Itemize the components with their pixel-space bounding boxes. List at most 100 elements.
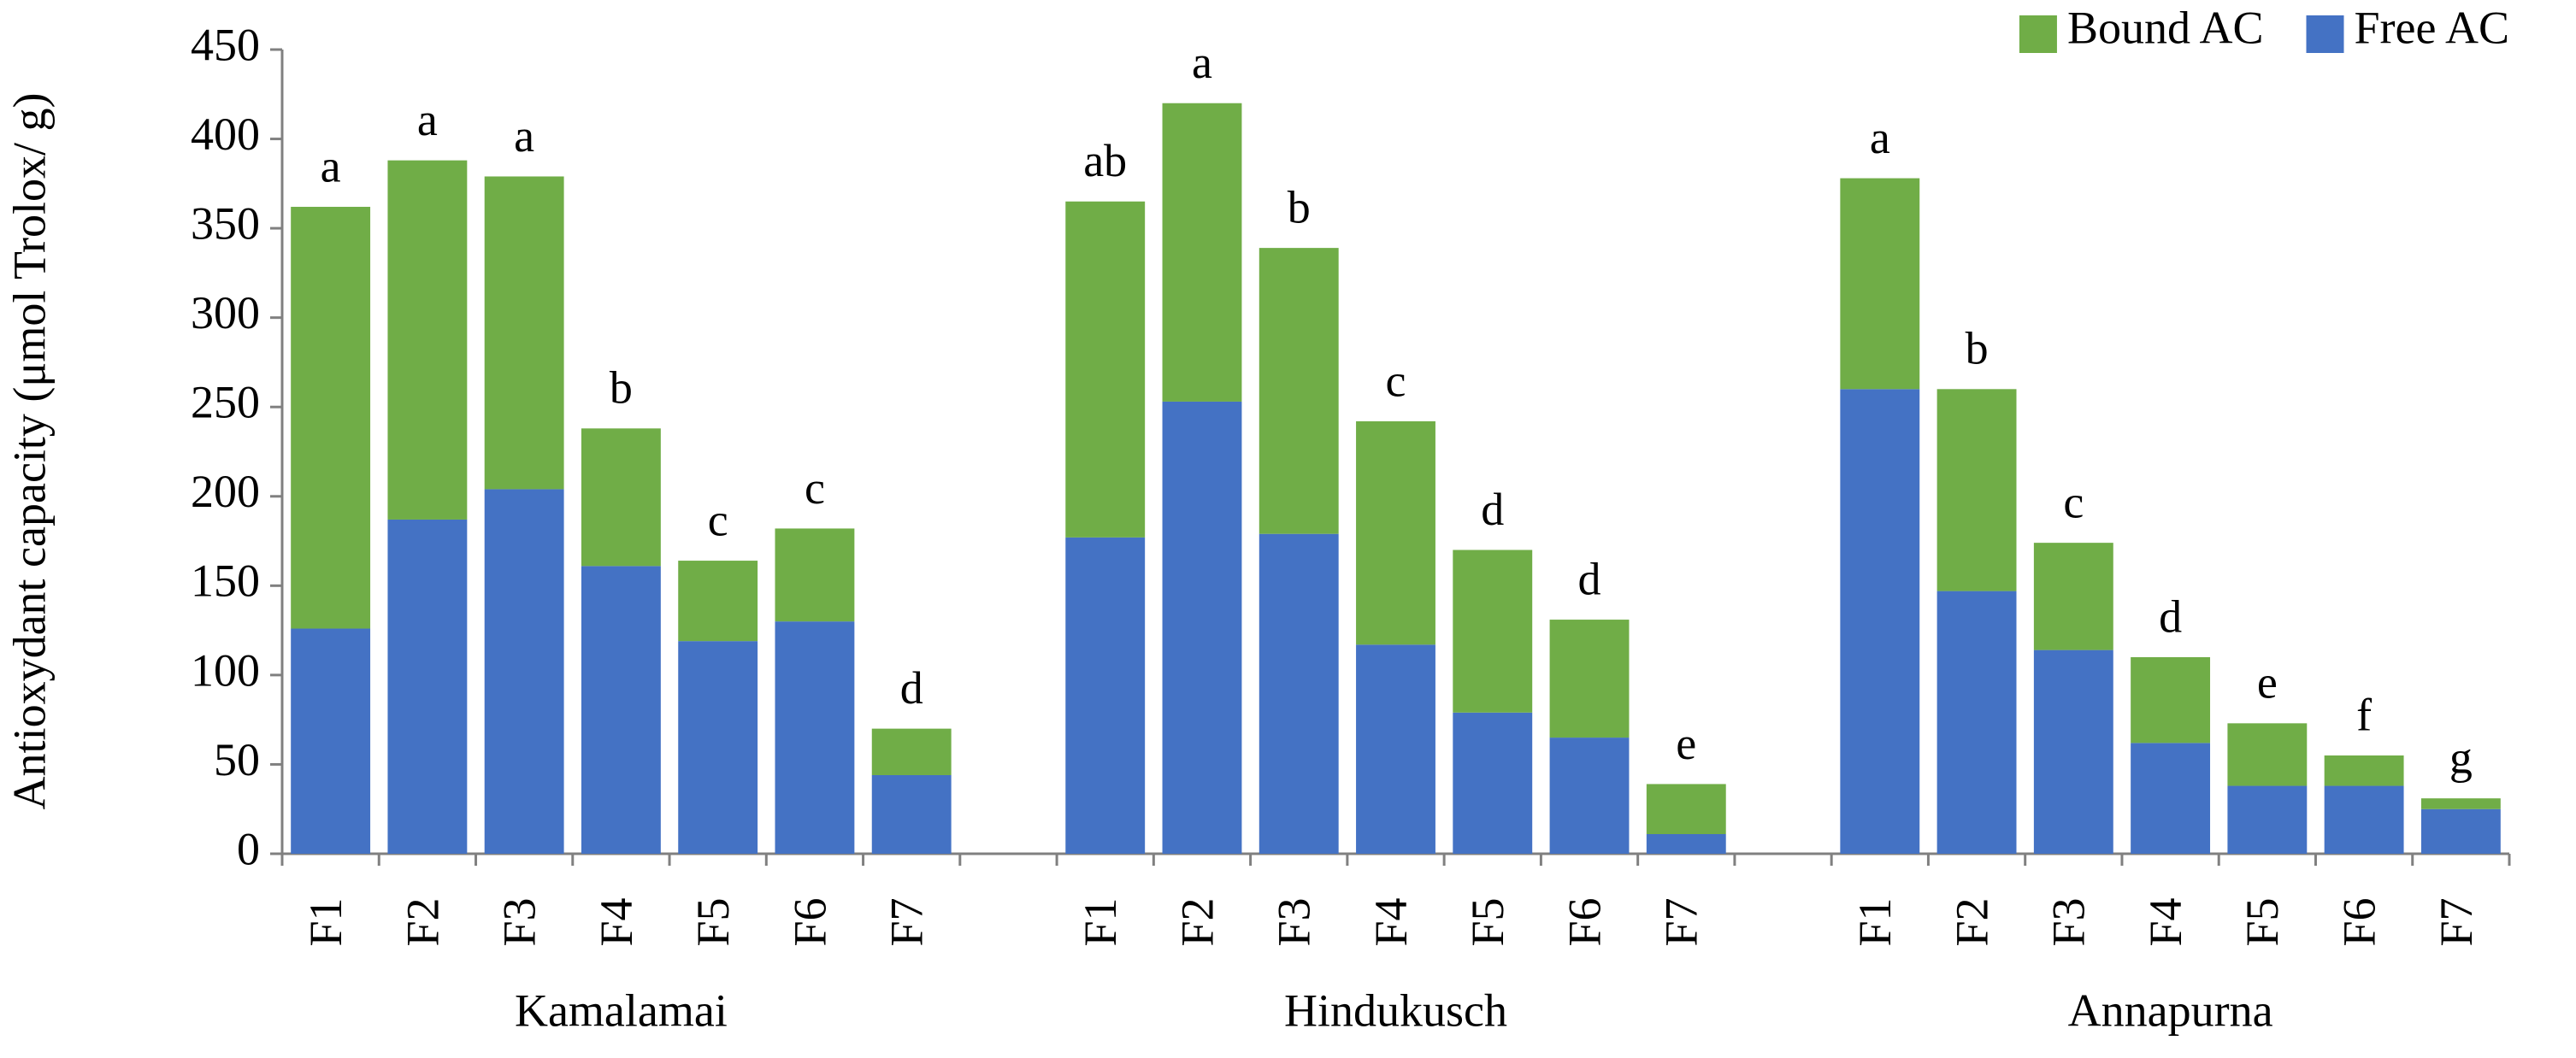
significance-label: f xyxy=(2356,689,2372,740)
significance-label: a xyxy=(417,94,438,145)
bar-segment xyxy=(2420,808,2501,854)
x-tick-label: F7 xyxy=(2431,897,2482,946)
group-label: Annapurna xyxy=(2068,985,2273,1036)
bar-segment xyxy=(1646,784,1726,834)
x-tick-label: F6 xyxy=(1559,897,1610,946)
bar-segment xyxy=(2131,656,2211,744)
bar-segment xyxy=(1162,103,1242,402)
group-label: Hindukusch xyxy=(1284,985,1507,1036)
y-tick-label: 250 xyxy=(191,377,260,428)
bar-segment xyxy=(871,774,952,854)
bar-segment xyxy=(1065,537,1146,854)
bar-segment xyxy=(1259,533,1339,854)
x-tick-label: F1 xyxy=(1849,897,1901,946)
x-tick-label: F4 xyxy=(1365,897,1417,946)
bar-segment xyxy=(1162,401,1242,855)
bar-segment xyxy=(291,207,371,629)
bar-segment xyxy=(484,489,564,854)
bar-segment xyxy=(1646,833,1726,854)
significance-label: b xyxy=(610,362,633,414)
bar-segment xyxy=(1065,201,1146,538)
x-tick-label: F6 xyxy=(2333,897,2384,946)
bar-segment xyxy=(1549,620,1630,738)
y-tick-label: 50 xyxy=(214,734,260,785)
bar-segment xyxy=(775,621,855,854)
x-tick-label: F4 xyxy=(591,897,642,946)
significance-label: a xyxy=(321,140,341,191)
bar-segment xyxy=(1356,644,1435,854)
bar-segment xyxy=(581,566,661,854)
legend-label: Free AC xyxy=(2355,2,2510,53)
y-tick-label: 350 xyxy=(191,198,260,250)
bar-segment xyxy=(2227,723,2308,786)
y-tick-label: 100 xyxy=(191,644,260,696)
x-tick-label: F5 xyxy=(2237,897,2288,946)
bar-segment xyxy=(2033,649,2113,854)
x-tick-label: F7 xyxy=(881,897,933,946)
bar-segment xyxy=(2420,798,2501,809)
bar-segment xyxy=(2324,755,2404,786)
y-tick-label: 150 xyxy=(191,555,260,607)
x-tick-label: F3 xyxy=(1269,897,1320,946)
y-tick-label: 450 xyxy=(191,19,260,70)
bar-segment xyxy=(1840,389,1920,854)
bar-segment xyxy=(1840,178,1920,390)
bar-segment xyxy=(484,176,564,490)
significance-label: g xyxy=(2449,732,2473,784)
bar-segment xyxy=(1453,712,1533,854)
x-tick-label: F1 xyxy=(300,897,351,946)
group-label: Kamalamai xyxy=(515,985,728,1036)
x-tick-label: F2 xyxy=(1171,897,1223,946)
y-tick-label: 400 xyxy=(191,109,260,160)
y-axis-title: Antioxydant capacity (μmol Trolox/ g) xyxy=(3,93,55,810)
legend-swatch xyxy=(2019,15,2057,53)
bar-segment xyxy=(2131,743,2211,854)
x-tick-label: F2 xyxy=(1946,897,1997,946)
significance-label: d xyxy=(2159,591,2182,642)
significance-label: b xyxy=(1288,182,1311,233)
y-tick-label: 0 xyxy=(237,823,260,874)
bar-segment xyxy=(2324,785,2404,854)
bar-segment xyxy=(678,561,758,642)
significance-label: a xyxy=(1192,37,1212,88)
bar-segment xyxy=(1549,738,1630,854)
bar-segment xyxy=(387,160,468,520)
x-tick-label: F6 xyxy=(784,897,835,946)
legend-swatch xyxy=(2306,15,2344,53)
bar-segment xyxy=(2033,543,2113,650)
significance-label: c xyxy=(1386,355,1406,406)
legend-label: Bound AC xyxy=(2067,2,2264,53)
bar-segment xyxy=(678,641,758,854)
bar-segment xyxy=(581,428,661,567)
significance-label: e xyxy=(2257,657,2278,708)
significance-label: b xyxy=(1966,323,1989,374)
x-tick-label: F7 xyxy=(1656,897,1707,946)
bar-segment xyxy=(1453,550,1533,713)
bar-segment xyxy=(291,628,371,854)
significance-label: c xyxy=(805,462,825,514)
significance-label: c xyxy=(708,494,728,545)
bar-segment xyxy=(1936,389,2017,591)
significance-label: c xyxy=(2063,477,2084,528)
bar-segment xyxy=(1356,420,1435,645)
x-tick-label: F5 xyxy=(1462,897,1513,946)
significance-label: d xyxy=(900,662,923,714)
x-tick-label: F3 xyxy=(2043,897,2095,946)
x-tick-label: F5 xyxy=(687,897,739,946)
significance-label: d xyxy=(1481,484,1504,535)
y-tick-label: 200 xyxy=(191,466,260,517)
significance-label: ab xyxy=(1083,135,1127,186)
bar-segment xyxy=(871,728,952,775)
significance-label: a xyxy=(1870,112,1890,163)
bar-segment xyxy=(1259,248,1339,534)
x-tick-label: F1 xyxy=(1075,897,1126,946)
significance-label: d xyxy=(1578,553,1601,604)
significance-label: a xyxy=(514,110,534,162)
bar-segment xyxy=(775,528,855,622)
significance-label: e xyxy=(1676,718,1696,769)
x-tick-label: F2 xyxy=(397,897,448,946)
y-tick-label: 300 xyxy=(191,287,260,338)
bar-segment xyxy=(2227,785,2308,854)
bar-segment xyxy=(1936,591,2017,854)
